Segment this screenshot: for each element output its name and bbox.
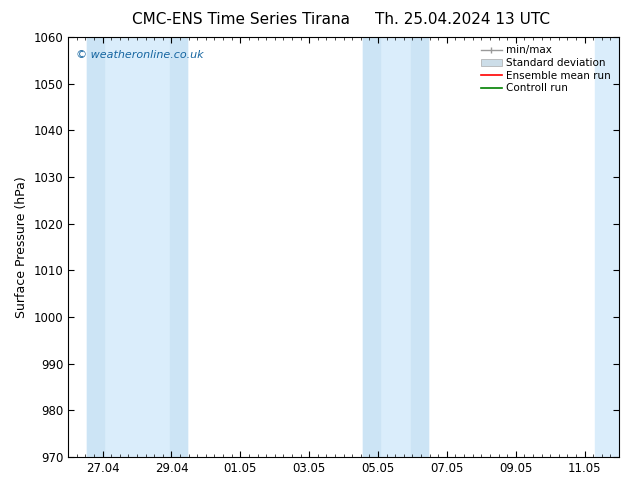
Text: CMC-ENS Time Series Tirana: CMC-ENS Time Series Tirana [132,12,350,27]
Bar [363,37,428,457]
Text: © weatheronline.co.uk: © weatheronline.co.uk [77,50,204,60]
Legend: min/max, Standard deviation, Ensemble mean run, Controll run: min/max, Standard deviation, Ensemble me… [478,42,614,97]
Bar [170,37,187,457]
Bar [87,37,105,457]
Text: Th. 25.04.2024 13 UTC: Th. 25.04.2024 13 UTC [375,12,550,27]
Y-axis label: Surface Pressure (hPa): Surface Pressure (hPa) [15,176,28,318]
Bar [595,37,619,457]
Bar [87,37,187,457]
Bar [363,37,380,457]
Bar [411,37,428,457]
